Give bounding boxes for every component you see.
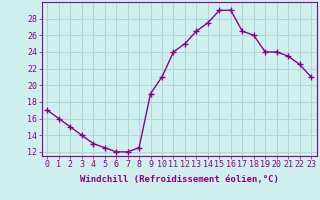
- X-axis label: Windchill (Refroidissement éolien,°C): Windchill (Refroidissement éolien,°C): [80, 175, 279, 184]
